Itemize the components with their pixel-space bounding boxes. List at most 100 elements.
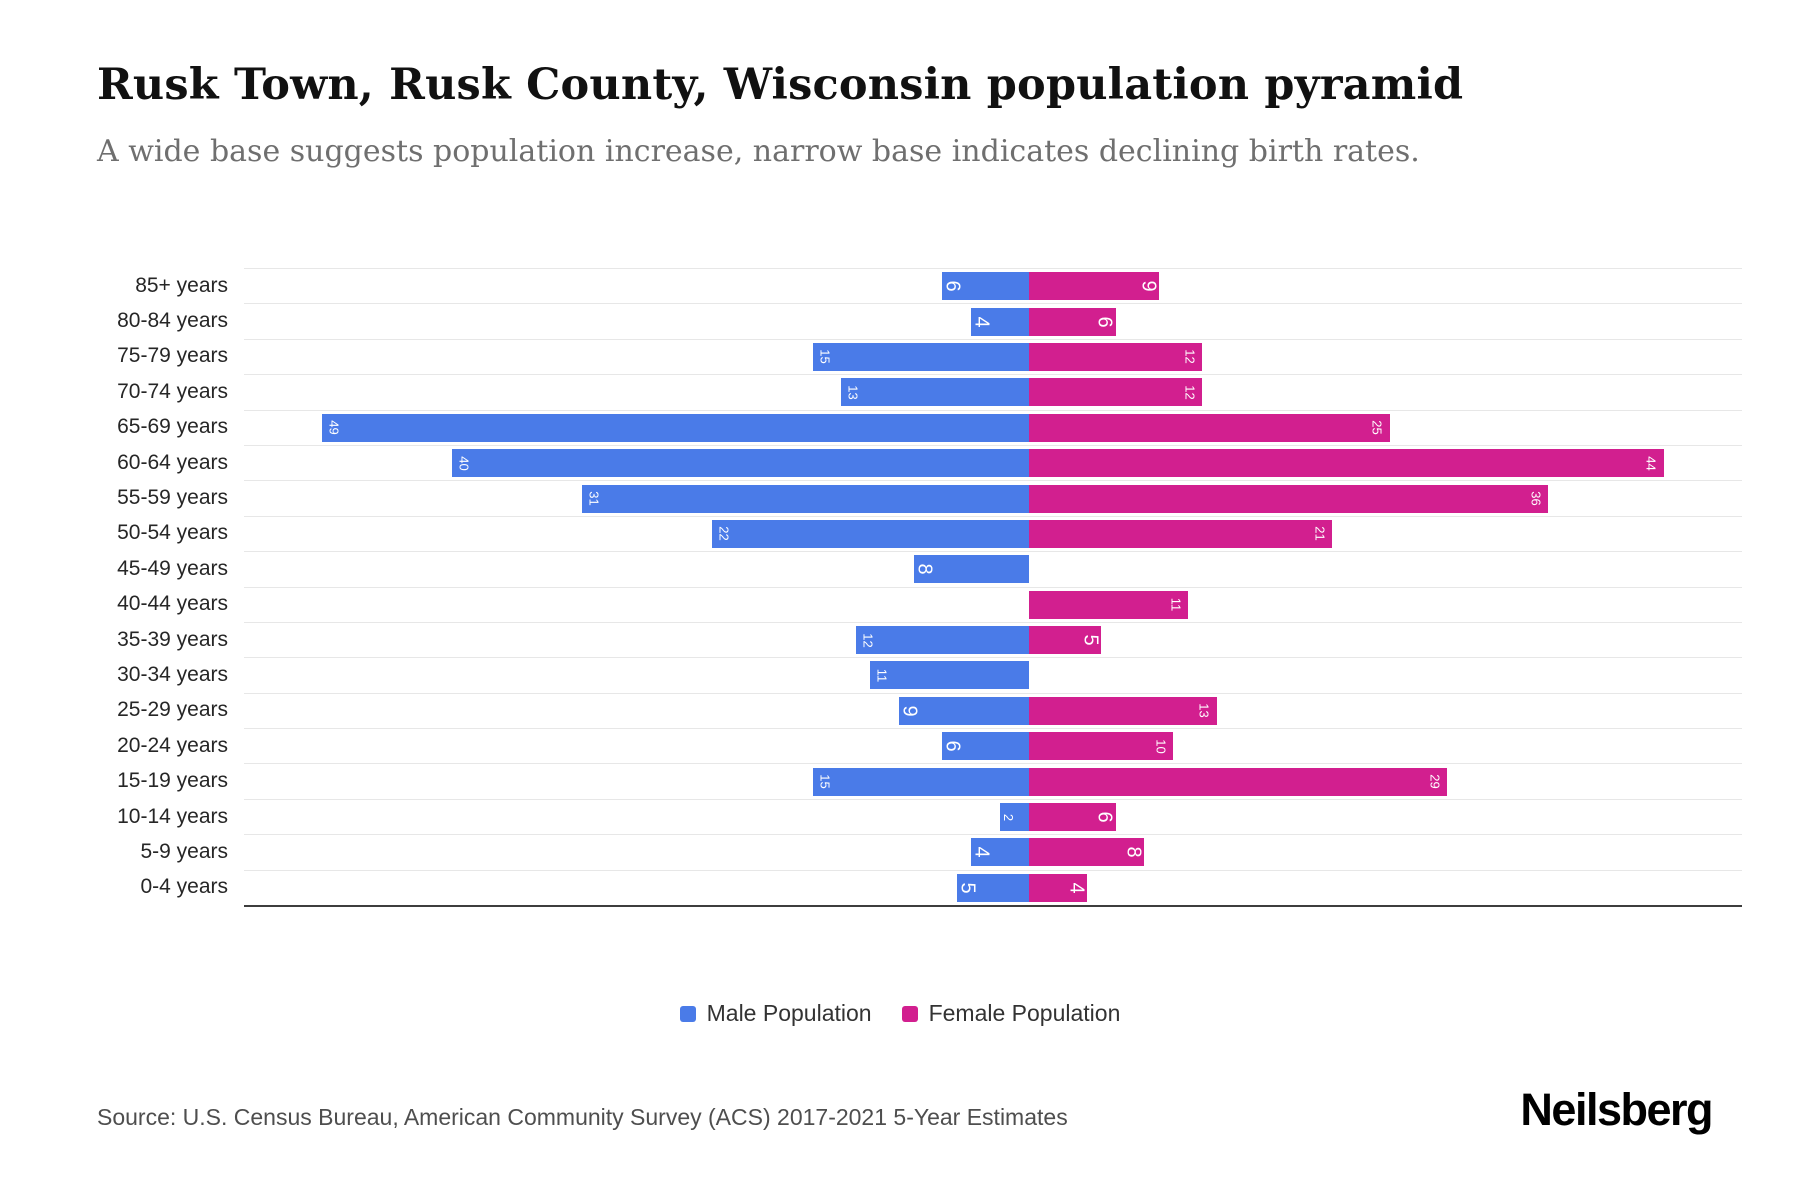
male-bar: 8 bbox=[913, 555, 1029, 584]
male-bar: 4 bbox=[971, 838, 1029, 867]
female-bar: 29 bbox=[1029, 767, 1448, 796]
male-bar: 15 bbox=[812, 767, 1029, 796]
age-group-label: 55-59 years bbox=[117, 486, 228, 510]
female-bar: 8 bbox=[1029, 838, 1145, 867]
age-group-label: 65-69 years bbox=[117, 415, 228, 439]
male-half: 15 bbox=[244, 764, 1029, 798]
age-group-label: 80-84 years bbox=[117, 309, 228, 333]
age-group-label: 85+ years bbox=[135, 273, 228, 297]
female-half: 12 bbox=[1029, 340, 1742, 374]
x-axis-line bbox=[244, 905, 1742, 908]
female-bar: 11 bbox=[1029, 590, 1188, 619]
pyramid-row: 0-4 years 5 4 bbox=[99, 869, 1742, 905]
male-bar: 13 bbox=[841, 378, 1029, 407]
row-plot-area: 11 bbox=[244, 657, 1742, 692]
female-legend-swatch bbox=[901, 1005, 918, 1022]
female-bar: 21 bbox=[1029, 519, 1333, 548]
bar-value-label: 15 bbox=[817, 774, 833, 789]
bar-value-label: 44 bbox=[1644, 455, 1660, 471]
age-group-label: 75-79 years bbox=[117, 344, 228, 368]
pyramid-row: 35-39 years 12 5 bbox=[99, 621, 1742, 657]
age-group-label: 40-44 years bbox=[117, 592, 228, 616]
bar-value-label: 5 bbox=[956, 882, 979, 894]
male-half: 6 bbox=[244, 269, 1029, 303]
male-half: 4 bbox=[244, 835, 1029, 869]
age-group-label: 30-34 years bbox=[117, 662, 228, 686]
male-half: 9 bbox=[244, 694, 1029, 728]
female-half: 6 bbox=[1029, 800, 1742, 834]
bar-value-label: 6 bbox=[941, 740, 964, 752]
age-group-label: 45-49 years bbox=[117, 556, 228, 580]
female-half: 10 bbox=[1029, 729, 1742, 763]
female-half: 44 bbox=[1029, 446, 1742, 480]
age-group-label: 25-29 years bbox=[117, 698, 228, 722]
female-bar: 12 bbox=[1029, 378, 1203, 407]
bar-value-label: 25 bbox=[1370, 420, 1386, 435]
page-title: Rusk Town, Rusk County, Wisconsin popula… bbox=[97, 60, 1464, 110]
bar-value-label: 12 bbox=[1182, 349, 1198, 365]
pyramid-row: 70-74 years 13 12 bbox=[99, 374, 1742, 409]
bar-value-label: 9 bbox=[898, 705, 921, 717]
bar-value-label: 21 bbox=[1312, 526, 1328, 542]
male-half bbox=[244, 588, 1029, 622]
male-half: 13 bbox=[244, 375, 1029, 409]
pyramid-row: 75-79 years 15 12 bbox=[99, 338, 1742, 374]
source-attribution: Source: U.S. Census Bureau, American Com… bbox=[97, 1104, 1068, 1130]
male-half: 5 bbox=[244, 871, 1029, 905]
female-half: 6 bbox=[1029, 304, 1742, 338]
female-bar: 12 bbox=[1029, 342, 1203, 371]
pyramid-row: 5-9 years 4 8 bbox=[99, 834, 1742, 869]
row-plot-area: 6 10 bbox=[244, 728, 1742, 763]
row-plot-area: 13 12 bbox=[244, 374, 1742, 409]
male-bar: 4 bbox=[970, 307, 1029, 336]
bar-value-label: 4 bbox=[970, 316, 993, 328]
male-bar: 6 bbox=[941, 272, 1029, 301]
male-legend-label: Male Population bbox=[706, 1000, 872, 1026]
age-group-label: 0-4 years bbox=[140, 875, 228, 899]
female-half: 36 bbox=[1029, 481, 1742, 515]
female-half: 21 bbox=[1029, 517, 1742, 551]
female-bar: 9 bbox=[1029, 272, 1159, 301]
male-bar: 49 bbox=[321, 413, 1029, 442]
age-group-label: 10-14 years bbox=[117, 804, 228, 828]
pyramid-row: 60-64 years 40 44 bbox=[99, 444, 1742, 480]
age-group-label: 20-24 years bbox=[117, 733, 228, 757]
male-bar: 22 bbox=[711, 519, 1029, 548]
male-bar: 31 bbox=[581, 484, 1029, 513]
bar-value-label: 11 bbox=[874, 668, 890, 683]
pyramid-row: 20-24 years 6 10 bbox=[99, 728, 1742, 763]
bar-value-label: 15 bbox=[817, 349, 833, 365]
age-group-label: 70-74 years bbox=[117, 379, 228, 403]
female-half: 25 bbox=[1029, 411, 1742, 445]
pyramid-row: 55-59 years 31 36 bbox=[99, 480, 1742, 515]
chart-legend: Male Population Female Population bbox=[0, 1000, 1800, 1027]
female-bar: 4 bbox=[1029, 873, 1088, 902]
female-bar: 25 bbox=[1029, 413, 1390, 442]
male-bar: 2 bbox=[1000, 803, 1029, 832]
pyramid-row: 85+ years 6 9 bbox=[99, 268, 1742, 303]
legend-item-male[interactable]: Male Population bbox=[679, 1000, 872, 1027]
pyramid-row: 65-69 years 49 25 bbox=[99, 409, 1742, 445]
male-bar: 11 bbox=[870, 661, 1029, 690]
bar-value-label: 13 bbox=[846, 385, 862, 400]
female-legend-label: Female Population bbox=[928, 1000, 1121, 1026]
female-half: 11 bbox=[1029, 588, 1742, 622]
bar-value-label: 36 bbox=[1528, 491, 1544, 506]
female-half: 29 bbox=[1029, 764, 1742, 798]
bar-value-label: 6 bbox=[941, 280, 964, 292]
bar-value-label: 2 bbox=[1001, 813, 1017, 821]
bar-value-label: 4 bbox=[1065, 882, 1088, 894]
bar-value-label: 40 bbox=[456, 455, 472, 471]
bar-value-label: 6 bbox=[1094, 316, 1117, 328]
male-half: 4 bbox=[244, 304, 1029, 338]
female-bar: 44 bbox=[1029, 449, 1664, 478]
age-group-label: 5-9 years bbox=[140, 839, 228, 863]
male-half: 31 bbox=[244, 481, 1029, 515]
legend-item-female[interactable]: Female Population bbox=[901, 1000, 1121, 1027]
male-half: 49 bbox=[244, 411, 1029, 445]
male-half: 12 bbox=[244, 623, 1029, 657]
bar-value-label: 13 bbox=[1196, 703, 1212, 719]
male-bar: 12 bbox=[855, 626, 1029, 655]
